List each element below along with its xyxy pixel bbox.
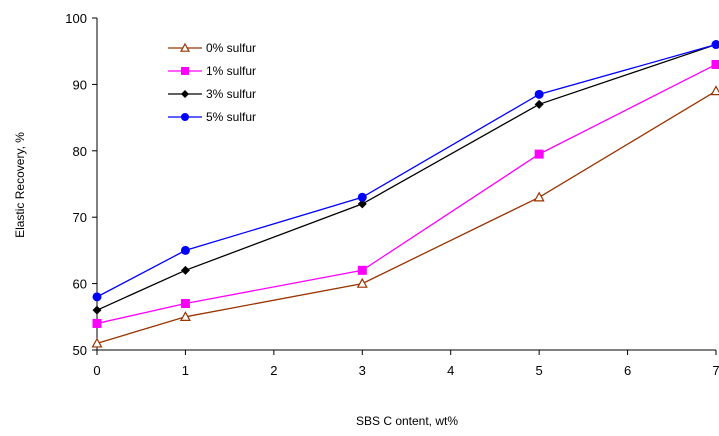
x-axis-ticks: 0 1 2 3 4 5 6 7 [93, 350, 719, 378]
x-tick-label: 3 [359, 363, 366, 378]
y-tick-label: 70 [73, 210, 87, 225]
legend-label: 1% sulfur [206, 64, 256, 78]
data-point [357, 199, 367, 209]
data-point [357, 192, 367, 202]
legend-swatch-marker [179, 42, 191, 52]
x-tick-label: 4 [447, 363, 454, 378]
data-point [179, 311, 191, 321]
data-point [711, 40, 719, 50]
data-point [356, 277, 368, 288]
y-tick-label: 100 [65, 11, 87, 26]
legend-swatch-marker [181, 90, 189, 98]
data-point [91, 337, 103, 348]
data-point [92, 292, 102, 302]
data-point [180, 265, 190, 275]
series-layer [91, 40, 719, 348]
series-5-sulfur [92, 40, 719, 302]
y-axis-ticks: 50 60 70 80 90 100 [65, 11, 97, 358]
legend: 0% sulfur 1% sulfur 3% sulfur 5% sulfur [168, 41, 256, 124]
x-tick-label: 0 [93, 363, 100, 378]
data-point [357, 265, 367, 275]
x-axis-title: SBS C ontent, wt% [356, 414, 458, 428]
legend-item: 3% sulfur [168, 87, 256, 101]
x-tick-label: 5 [536, 363, 543, 378]
series-line [96, 63, 717, 325]
x-tick-label: 2 [270, 363, 277, 378]
legend-label: 3% sulfur [206, 87, 256, 101]
x-tick-label: 7 [712, 363, 719, 378]
y-tick-label: 90 [73, 77, 87, 92]
data-point [534, 149, 544, 159]
legend-swatch-marker [181, 67, 189, 75]
data-point [711, 59, 719, 69]
y-tick-label: 50 [73, 343, 87, 358]
legend-swatch-marker [181, 113, 189, 121]
x-tick-label: 6 [624, 363, 631, 378]
data-point [710, 85, 719, 96]
series-1-sulfur [92, 59, 719, 328]
series-0-sulfur [91, 85, 719, 348]
y-tick-label: 80 [73, 144, 87, 159]
y-axis-title: Elastic Recovery, % [13, 132, 27, 238]
legend-item: 0% sulfur [168, 41, 256, 55]
series-line [96, 43, 717, 298]
legend-item: 5% sulfur [168, 110, 256, 124]
legend-item: 1% sulfur [168, 64, 256, 78]
data-point [92, 305, 102, 315]
data-point [180, 245, 190, 255]
series-3-sulfur [92, 40, 719, 315]
legend-label: 0% sulfur [206, 41, 256, 55]
x-tick-label: 1 [182, 363, 189, 378]
data-point [533, 191, 545, 202]
data-point [180, 299, 190, 309]
y-tick-label: 60 [73, 277, 87, 292]
data-point [534, 89, 544, 99]
data-point [534, 99, 544, 109]
data-point [92, 318, 102, 328]
legend-label: 5% sulfur [206, 110, 256, 124]
